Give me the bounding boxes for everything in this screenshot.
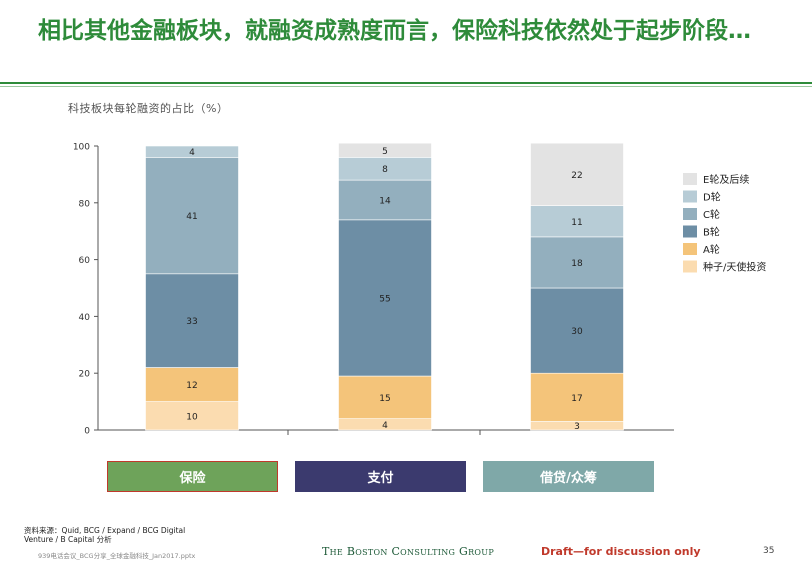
bar-segment-2-3 [530,236,624,289]
legend-swatch-1 [683,190,697,203]
category-button-insurance[interactable]: 保险 [107,461,278,492]
bar-segment-2-1 [530,372,624,422]
data-label-0-2: 33 [186,317,197,327]
legend-label-3: B轮 [703,226,720,239]
bar-segment-1-2 [338,219,432,377]
legend-swatch-0 [683,173,697,185]
data-label-0-0: 10 [186,412,198,422]
legend-label-4: A轮 [703,243,720,256]
legend-swatch-4 [683,243,697,255]
data-label-0-4: 4 [189,148,195,158]
bar-segment-1-5 [338,142,432,158]
chart-title: 科技板块每轮融资的占比（%） [68,102,229,115]
data-label-2-1: 17 [571,394,582,404]
legend-swatch-3 [683,225,697,238]
file-name: 939电话会议_BCG分享_全球金融科技_Jan2017.pptx [38,552,196,560]
bar-segment-1-1 [338,375,432,419]
bar-segment-0-2 [145,273,239,368]
category-button-payments[interactable]: 支付 [295,461,466,492]
bar-segment-2-4 [530,205,624,238]
data-label-1-1: 15 [379,394,390,404]
source-line-2: Venture / B Capital 分析 [24,535,112,544]
bcg-logo: The Boston Consulting Group [322,545,494,558]
source-line-1: 资料来源：Quid, BCG / Expand / BCG Digital [24,526,186,535]
data-label-1-5: 5 [382,147,388,157]
data-label-1-3: 14 [379,196,391,206]
title-divider [0,82,812,84]
title-divider-light [0,86,812,87]
data-label-1-0: 4 [382,421,388,431]
stacked-bar-chart: 0 20 40 60 80 100 10 12 33 41 4 4 15 55 14 8 5 3 17 30 18 11 2… [73,142,767,437]
legend-label-1: D轮 [703,191,721,204]
data-label-0-1: 12 [186,381,197,391]
source-note: 资料来源：Quid, BCG / Expand / BCG Digital Ve… [24,526,224,544]
y-tick-label-0: 0 [84,427,90,437]
data-label-2-5: 22 [571,171,582,181]
page-number: 35 [763,546,775,556]
page-title: 相比其他金融板块，就融资成熟度而言，保险科技依然处于起步阶段… [38,18,751,44]
data-label-1-2: 55 [379,294,390,304]
legend-swatch-5 [683,260,697,273]
data-label-2-0: 3 [574,422,580,432]
bar-segment-0-0 [145,401,239,431]
legend-label-5: 种子/天使投资 [703,261,766,274]
bar-segment-0-1 [145,367,239,402]
legend-label-0: E轮及后续 [703,173,749,186]
data-label-0-3: 41 [186,212,197,222]
category-button-lending[interactable]: 借贷/众筹 [483,461,654,492]
data-label-2-3: 18 [571,259,583,269]
bar-segment-2-5 [530,142,624,206]
bar-segment-0-4 [145,145,239,158]
y-tick-label-1: 20 [79,370,91,380]
y-tick-label-3: 60 [79,256,91,266]
y-tick-label-5: 100 [73,143,90,153]
legend-swatch-2 [683,208,697,220]
bar-segment-2-2 [530,287,624,374]
bar-segment-1-3 [338,179,432,221]
data-label-1-4: 8 [382,165,388,175]
data-label-2-2: 30 [571,327,583,337]
y-tick-label-4: 80 [79,199,91,209]
legend-label-2: C轮 [703,208,720,221]
data-label-2-4: 11 [571,218,582,228]
y-tick-label-2: 40 [79,313,91,323]
bar-segment-0-3 [145,157,239,275]
draft-label: Draft—for discussion only [541,545,701,558]
